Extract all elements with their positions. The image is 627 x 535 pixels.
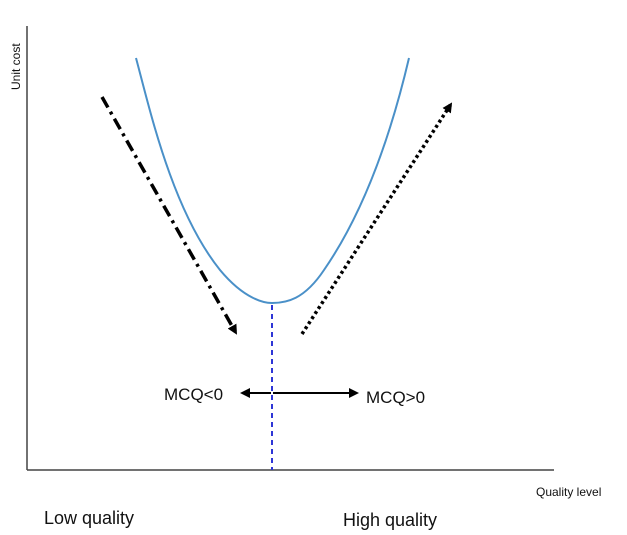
mcq-positive-label: MCQ>0 <box>366 388 425 407</box>
high-quality-label: High quality <box>343 510 438 530</box>
y-axis-label: Unit cost <box>9 43 23 90</box>
right-trend-arrow <box>300 102 453 335</box>
low-quality-label: Low quality <box>44 508 135 528</box>
x-axis-label: Quality level <box>536 485 601 499</box>
mcq-negative-label: MCQ<0 <box>164 385 223 404</box>
left-trend-arrow <box>100 96 238 335</box>
unit-cost-curve <box>135 57 410 305</box>
